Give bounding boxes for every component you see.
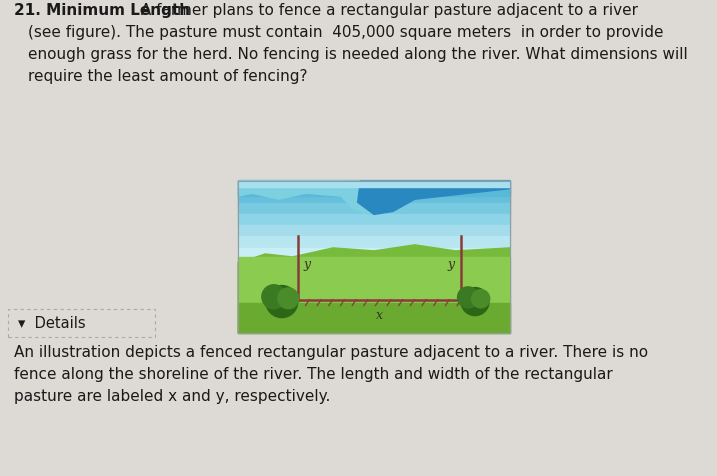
- Circle shape: [262, 285, 286, 309]
- Bar: [238, 248, 510, 260]
- Bar: [238, 182, 510, 197]
- Polygon shape: [238, 182, 510, 215]
- Text: ▾  Details: ▾ Details: [18, 316, 85, 331]
- Text: y: y: [448, 258, 455, 270]
- Text: 21. Minimum Length: 21. Minimum Length: [14, 3, 190, 18]
- Circle shape: [461, 288, 489, 316]
- Text: fence along the shoreline of the river. The length and width of the rectangular: fence along the shoreline of the river. …: [14, 366, 613, 381]
- Text: An illustration depicts a fenced rectangular pasture adjacent to a river. There : An illustration depicts a fenced rectang…: [14, 344, 648, 359]
- Bar: [238, 237, 510, 249]
- Text: A farmer plans to fence a rectangular pasture adjacent to a river: A farmer plans to fence a rectangular pa…: [136, 3, 638, 18]
- Bar: [238, 203, 510, 216]
- Bar: [238, 182, 510, 333]
- Text: y: y: [304, 258, 311, 270]
- FancyBboxPatch shape: [8, 309, 155, 337]
- Text: pasture are labeled x and y, respectively.: pasture are labeled x and y, respectivel…: [14, 388, 331, 403]
- Text: require the least amount of fencing?: require the least amount of fencing?: [28, 69, 308, 84]
- Bar: [238, 180, 510, 193]
- Circle shape: [457, 287, 478, 308]
- Bar: [238, 192, 510, 204]
- Text: x: x: [376, 308, 383, 321]
- Bar: [238, 258, 510, 333]
- Bar: [238, 182, 510, 333]
- Bar: [238, 303, 510, 333]
- Bar: [238, 214, 510, 227]
- Bar: [238, 182, 510, 188]
- Text: (see figure). The pasture must contain  405,000 square meters  in order to provi: (see figure). The pasture must contain 4…: [28, 25, 663, 40]
- Bar: [238, 226, 510, 238]
- Polygon shape: [238, 245, 510, 333]
- Polygon shape: [358, 182, 510, 215]
- Circle shape: [472, 290, 490, 308]
- Circle shape: [266, 286, 298, 318]
- Polygon shape: [341, 182, 510, 209]
- Text: enough grass for the herd. No fencing is needed along the river. What dimensions: enough grass for the herd. No fencing is…: [28, 47, 688, 62]
- Circle shape: [278, 288, 299, 309]
